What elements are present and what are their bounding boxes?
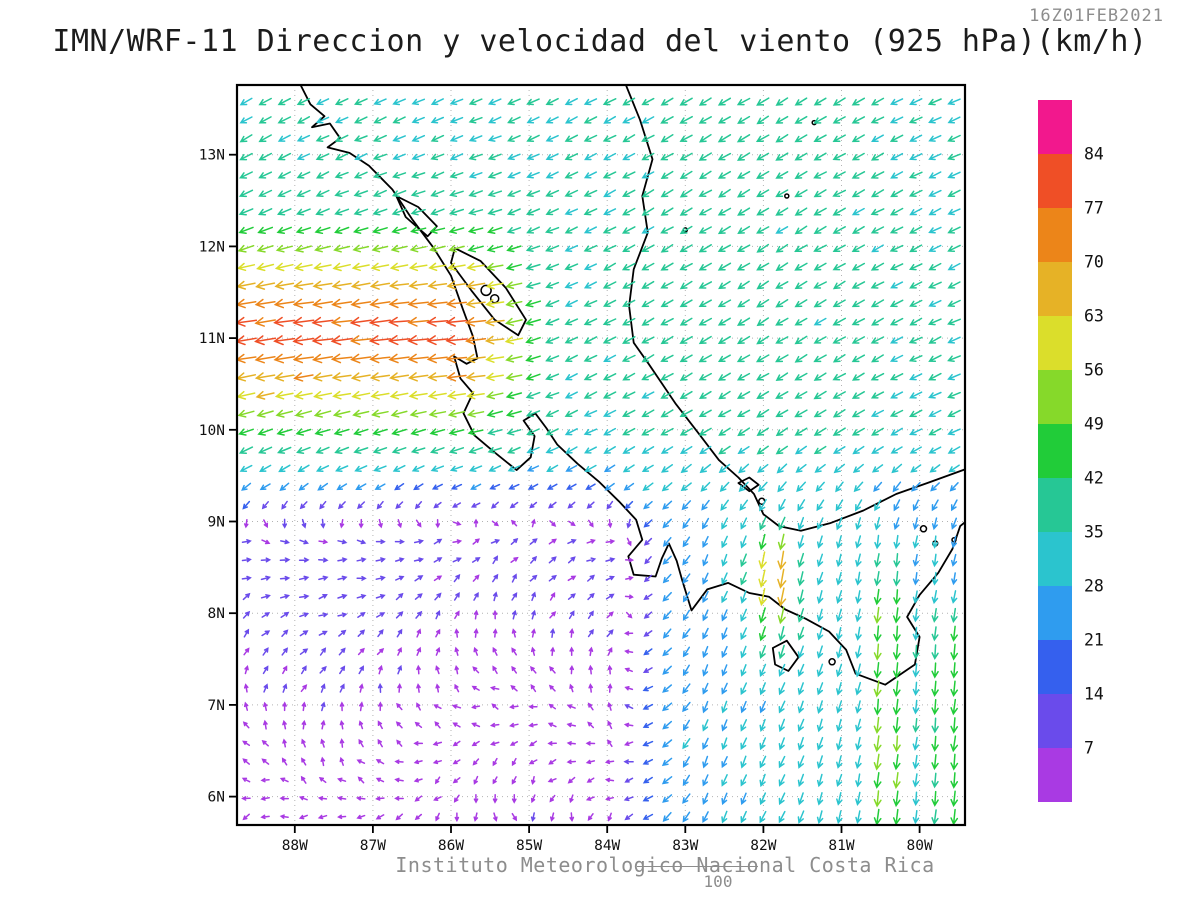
colorbar-segment [1038, 154, 1072, 208]
lon-axis-label: 83W [672, 838, 698, 854]
colorbar-label: 21 [1084, 630, 1104, 650]
lon-axis-label: 87W [360, 838, 386, 854]
lon-axis-label: 80W [906, 838, 932, 854]
colorbar-segment [1038, 208, 1072, 262]
colorbar-segment [1038, 640, 1072, 694]
lon-axis-label: 84W [594, 838, 620, 854]
colorbar-segment [1038, 262, 1072, 316]
graticule [237, 85, 965, 825]
colorbar-label: 56 [1084, 360, 1104, 380]
colorbar-segment [1038, 100, 1072, 154]
colorbar-label: 7 [1084, 738, 1094, 758]
colorbar-segment [1038, 532, 1072, 586]
colorbar-label: 63 [1084, 306, 1104, 326]
colorbar-segment [1038, 694, 1072, 748]
colorbar-segment [1038, 424, 1072, 478]
lat-axis-label: 11N [199, 331, 225, 347]
valid-time-label: 16Z01FEB2021 [1029, 6, 1164, 26]
colorbar-segment [1038, 586, 1072, 640]
footer-credit: Instituto Meteorologico Nacional Costa R… [395, 853, 935, 877]
lat-axis-label: 8N [208, 606, 225, 622]
colorbar-segment [1038, 370, 1072, 424]
colorbar-segment [1038, 478, 1072, 532]
colorbar-label: 42 [1084, 468, 1104, 488]
lat-axis-label: 12N [199, 239, 225, 255]
lon-axis-label: 81W [828, 838, 854, 854]
wind-vector-layer [237, 97, 961, 825]
map-frame [235, 83, 967, 827]
colorbar-label: 49 [1084, 414, 1104, 434]
chart-title: IMN/WRF-11 Direccion y velocidad del vie… [52, 24, 1148, 59]
lat-axis-label: 10N [199, 423, 225, 439]
colorbar-label: 28 [1084, 576, 1104, 596]
lon-axis-label: 82W [750, 838, 776, 854]
colorbar-label: 84 [1084, 144, 1104, 164]
lon-axis-label: 88W [282, 838, 308, 854]
lat-axis-label: 9N [208, 515, 225, 531]
lon-axis-label: 85W [516, 838, 542, 854]
colorbar-segment [1038, 316, 1072, 370]
colorbar-label: 77 [1084, 198, 1104, 218]
colorbar-label: 35 [1084, 522, 1104, 542]
lat-axis-label: 6N [208, 790, 225, 806]
stray-line-artifact [637, 866, 758, 867]
colorbar-label: 70 [1084, 252, 1104, 272]
lat-axis-label: 7N [208, 698, 225, 714]
overlay-number: 100 [703, 872, 733, 891]
lat-axis-label: 13N [199, 148, 225, 164]
colorbar-label: 14 [1084, 684, 1104, 704]
colorbar-segment [1038, 748, 1072, 802]
speed-colorbar: 84 77 70 63 56 49 42 35 28 21 14 7 [1038, 100, 1104, 802]
lon-axis-label: 86W [438, 838, 464, 854]
